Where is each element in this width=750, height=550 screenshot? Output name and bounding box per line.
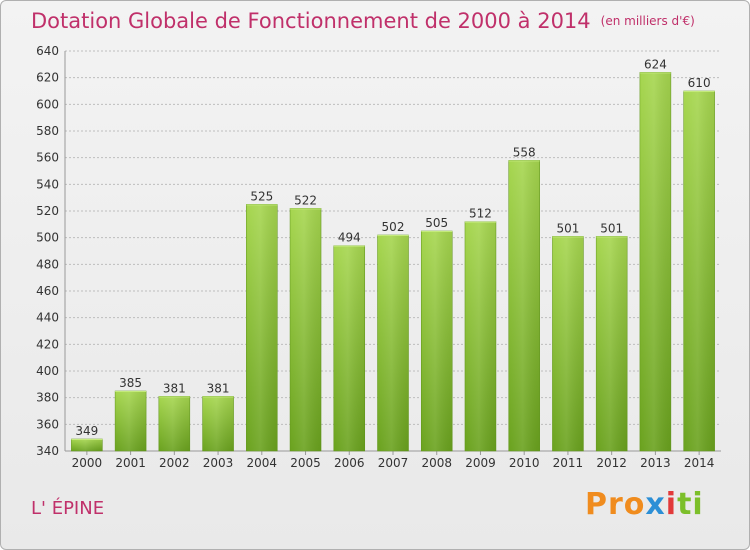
bar-shine-2006 xyxy=(333,245,365,451)
y-tick-label: 400 xyxy=(36,364,59,378)
bar-shine-2003 xyxy=(202,396,234,451)
x-tick-label: 2004 xyxy=(247,456,278,470)
y-tick-label: 560 xyxy=(36,151,59,165)
value-label: 494 xyxy=(338,231,361,245)
value-label: 624 xyxy=(644,57,667,71)
x-tick-label: 2010 xyxy=(509,456,540,470)
y-tick-label: 420 xyxy=(36,337,59,351)
value-label: 610 xyxy=(688,76,711,90)
logo-part-3: i xyxy=(665,487,678,522)
x-tick-label: 2006 xyxy=(334,456,365,470)
logo-part-2: x xyxy=(645,487,666,522)
x-tick-label: 2003 xyxy=(203,456,234,470)
x-tick-label: 2014 xyxy=(684,456,715,470)
value-label: 381 xyxy=(163,381,186,395)
bar-shine-2014 xyxy=(683,91,715,451)
x-tick-label: 2011 xyxy=(553,456,584,470)
y-tick-label: 480 xyxy=(36,257,59,271)
value-label: 505 xyxy=(425,216,448,230)
x-tick-label: 2012 xyxy=(596,456,627,470)
unit-text: (en milliers d'€) xyxy=(600,14,695,28)
bar-shine-2005 xyxy=(290,208,322,451)
y-tick-label: 580 xyxy=(36,124,59,138)
bar-shine-2012 xyxy=(596,236,628,451)
y-tick-label: 340 xyxy=(36,444,59,458)
proxiti-logo[interactable]: Proxiti xyxy=(585,487,704,522)
bar-shine-2009 xyxy=(464,221,496,451)
commune-name: L' ÉPINE xyxy=(31,498,105,519)
title-text: Dotation Globale de Fonctionnement de 20… xyxy=(31,9,591,33)
y-tick-label: 540 xyxy=(36,177,59,191)
value-label: 385 xyxy=(119,376,142,390)
y-tick-label: 500 xyxy=(36,231,59,245)
value-label: 558 xyxy=(513,145,536,159)
value-label: 349 xyxy=(75,424,98,438)
bar-layer xyxy=(71,72,715,452)
bar-shine-2008 xyxy=(421,231,453,451)
value-label: 381 xyxy=(207,381,230,395)
x-tick-label: 2005 xyxy=(290,456,321,470)
x-tick-label: 2013 xyxy=(640,456,671,470)
value-label: 525 xyxy=(250,189,273,203)
bar-shine-2004 xyxy=(246,204,278,451)
logo-part-4: ti xyxy=(677,487,704,522)
x-tick-label: 2000 xyxy=(72,456,103,470)
value-label: 522 xyxy=(294,193,317,207)
x-tick-label: 2008 xyxy=(421,456,452,470)
y-tick-label: 360 xyxy=(36,417,59,431)
value-label: 502 xyxy=(382,220,405,234)
bar-shine-2001 xyxy=(115,391,147,451)
label-layer: 340 360 380 400 420 440 460 480 500 520 540 560 580 6… xyxy=(36,44,714,470)
value-label: 512 xyxy=(469,207,492,221)
y-tick-label: 440 xyxy=(36,311,59,325)
y-tick-label: 520 xyxy=(36,204,59,218)
value-label: 501 xyxy=(600,221,623,235)
bar-shine-2007 xyxy=(377,235,409,451)
x-tick-label: 2002 xyxy=(159,456,190,470)
y-tick-label: 380 xyxy=(36,391,59,405)
chart-title: Dotation Globale de Fonctionnement de 20… xyxy=(31,9,695,33)
bar-shine-2002 xyxy=(158,396,190,451)
bar-shine-2010 xyxy=(508,160,540,452)
x-tick-label: 2007 xyxy=(378,456,409,470)
y-tick-label: 460 xyxy=(36,284,59,298)
bar-shine-2011 xyxy=(552,236,584,451)
y-tick-label: 620 xyxy=(36,71,59,85)
y-tick-label: 640 xyxy=(36,44,59,58)
y-tick-label: 600 xyxy=(36,97,59,111)
bar-shine-2013 xyxy=(639,72,671,451)
x-tick-label: 2009 xyxy=(465,456,496,470)
x-tick-label: 2001 xyxy=(115,456,146,470)
bar-shine-2000 xyxy=(71,439,103,451)
value-label: 501 xyxy=(556,221,579,235)
logo-part-1: Pro xyxy=(585,487,646,522)
